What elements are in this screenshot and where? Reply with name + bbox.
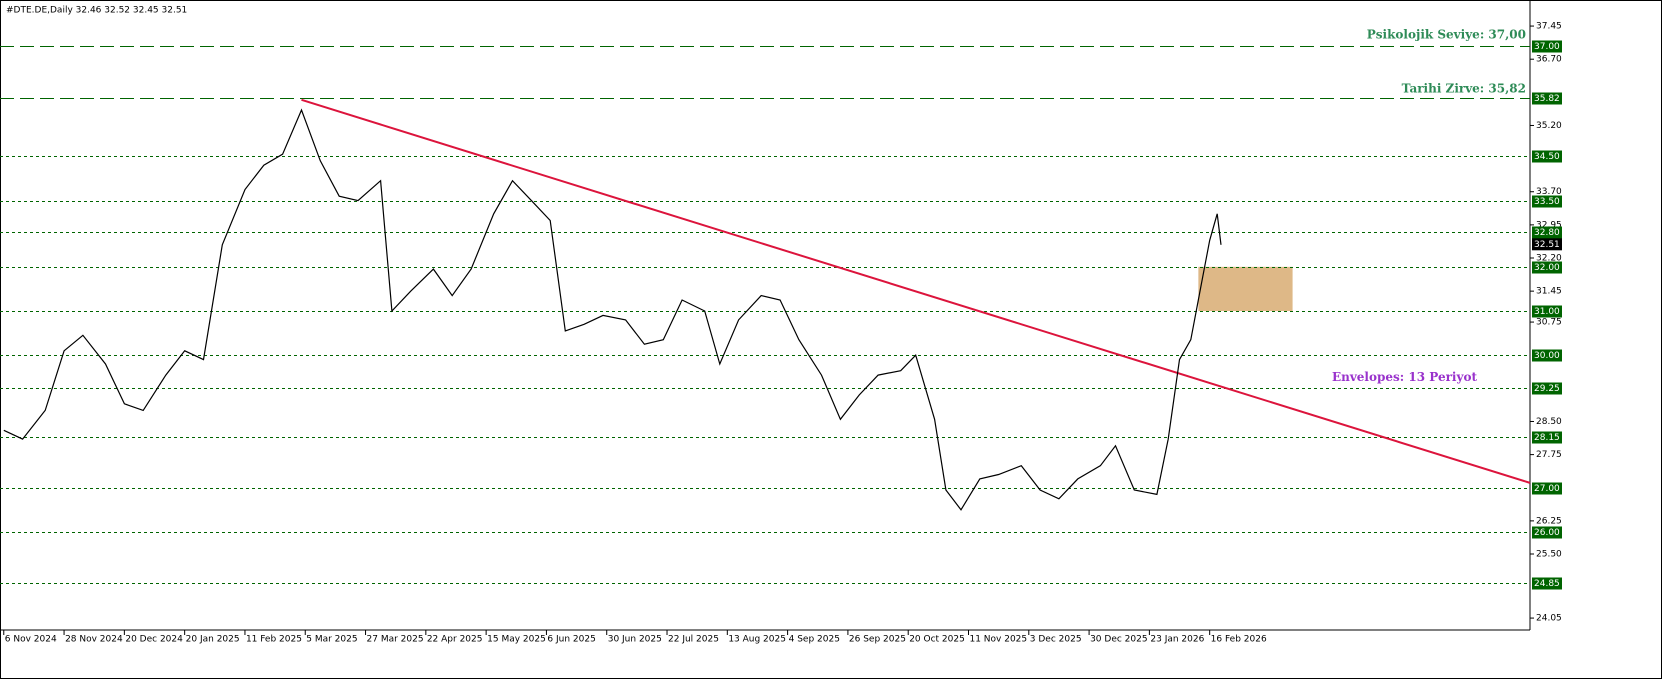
chart-title: #DTE.DE,Daily 32.46 32.52 32.45 32.51	[6, 6, 187, 16]
x-tick-label: 11 Feb 2025	[246, 635, 302, 645]
y-tick-label: 28.50	[1536, 417, 1562, 427]
x-tick-label: 20 Oct 2025	[909, 635, 965, 645]
y-tick-label: 31.45	[1536, 287, 1562, 297]
y-tick-label: 32.20	[1536, 254, 1562, 264]
level-box	[1532, 305, 1562, 318]
level-box	[1532, 40, 1562, 53]
x-tick-label: 20 Jan 2025	[186, 635, 240, 645]
level-box	[1532, 577, 1562, 590]
price-line	[3, 108, 1222, 511]
y-tick-label: 33.70	[1536, 187, 1562, 197]
level-label: 32.80	[1534, 228, 1560, 238]
level-label: 30.00	[1534, 351, 1560, 361]
level-label: 27.00	[1534, 484, 1560, 494]
y-tick-label: 36.70	[1536, 55, 1562, 65]
x-tick-label: 26 Sep 2025	[849, 635, 906, 645]
level-label: 31.00	[1534, 307, 1560, 317]
y-tick-label: 26.25	[1536, 516, 1562, 526]
x-tick-label: 28 Nov 2024	[65, 635, 123, 645]
trendline	[301, 98, 1531, 484]
x-tick-label: 13 Aug 2025	[728, 635, 786, 645]
x-tick-label: 30 Dec 2025	[1090, 635, 1148, 645]
y-tick-label: 27.75	[1536, 450, 1562, 460]
x-tick-label: 27 Mar 2025	[367, 635, 424, 645]
level-box	[1532, 482, 1562, 495]
y-tick-label: 35.20	[1536, 121, 1562, 131]
x-tick-label: 22 Jul 2025	[668, 635, 719, 645]
level-label: 34.50	[1534, 152, 1560, 162]
x-tick-label: 4 Sep 2025	[789, 635, 840, 645]
x-tick-label: 20 Dec 2024	[125, 635, 183, 645]
x-tick-label: 11 Nov 2025	[969, 635, 1027, 645]
annotation: Tarihi Zirve: 35,82	[1402, 82, 1526, 96]
x-tick-label: 6 Nov 2024	[5, 635, 57, 645]
x-tick-label: 30 Jun 2025	[608, 635, 662, 645]
level-label: 33.50	[1534, 197, 1560, 207]
x-tick-label: 5 Mar 2025	[306, 635, 357, 645]
zone	[1198, 266, 1293, 312]
level-label: 37.00	[1534, 42, 1560, 52]
level-label: 26.00	[1534, 528, 1560, 538]
annotation: Envelopes: 13 Periyot	[1332, 370, 1478, 384]
x-tick-label: 15 May 2025	[487, 635, 546, 645]
level-box	[1532, 150, 1562, 163]
x-tick-label: 22 Apr 2025	[427, 635, 483, 645]
last-price-box	[1532, 238, 1562, 251]
level-box	[1532, 92, 1562, 105]
y-tick-label: 24.05	[1536, 614, 1562, 624]
level-box	[1532, 195, 1562, 208]
level-box	[1532, 261, 1562, 274]
level-box	[1532, 349, 1562, 362]
last-price-label: 32.51	[1534, 240, 1560, 250]
x-tick-label: 3 Dec 2025	[1030, 635, 1082, 645]
level-label: 28.15	[1534, 433, 1560, 443]
y-tick-label: 37.45	[1536, 22, 1562, 32]
x-tick-label: 23 Jan 2026	[1150, 635, 1204, 645]
y-tick-label: 32.95	[1536, 220, 1562, 230]
x-tick-label: 6 Jun 2025	[547, 635, 595, 645]
level-label: 32.00	[1534, 263, 1560, 273]
level-label: 24.85	[1534, 579, 1560, 589]
level-box	[1532, 226, 1562, 239]
level-label: 29.25	[1534, 384, 1560, 394]
y-tick-label: 25.50	[1536, 550, 1562, 560]
y-tick-label: 30.75	[1536, 318, 1562, 328]
annotation: Psikolojik Seviye: 37,00	[1367, 27, 1526, 41]
level-label: 35.82	[1534, 94, 1560, 104]
level-box	[1532, 431, 1562, 444]
level-box	[1532, 526, 1562, 539]
level-box	[1532, 382, 1562, 395]
x-tick-label: 16 Feb 2026	[1211, 635, 1267, 645]
